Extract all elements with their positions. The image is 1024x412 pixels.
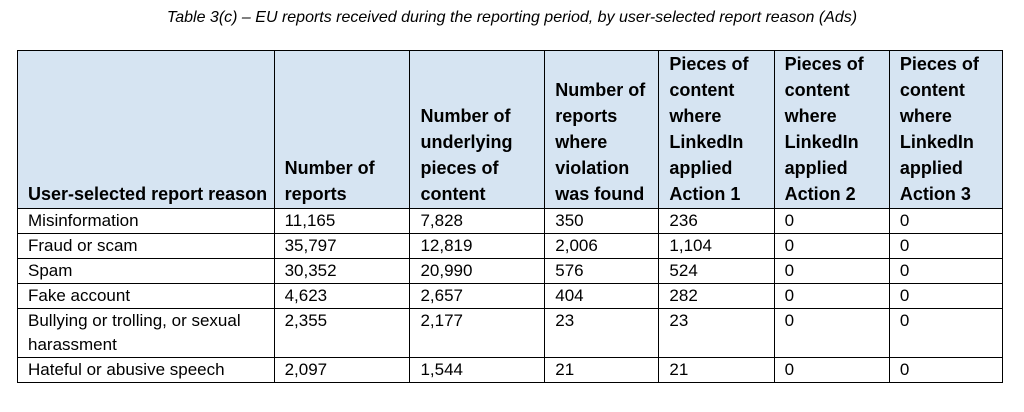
cell-content: 2,657	[409, 283, 546, 309]
cell-content: 1,544	[409, 357, 546, 383]
cell-reports: 30,352	[273, 258, 411, 284]
cell-violations: 23	[544, 308, 660, 358]
table-row: Spam 30,352 20,990 576 524 0 0	[17, 258, 1004, 284]
cell-content: 12,819	[409, 233, 546, 259]
cell-reports: 11,165	[273, 208, 411, 234]
cell-action-3: 0	[888, 308, 1004, 358]
table-row: Bullying or trolling, or sexual harassme…	[17, 308, 1004, 358]
table-caption: Table 3(c) – EU reports received during …	[166, 9, 858, 26]
table-row: Hateful or abusive speech 2,097 1,544 21…	[17, 357, 1004, 383]
cell-action-1: 1,104	[658, 233, 775, 259]
cell-action-2: 0	[773, 357, 890, 383]
table-row: Misinformation 11,165 7,828 350 236 0 0	[17, 208, 1004, 234]
header-violation-found: Number of reports where violation was fo…	[544, 50, 660, 209]
cell-reports: 35,797	[273, 233, 411, 259]
table-row: Fake account 4,623 2,657 404 282 0 0	[17, 283, 1004, 309]
header-row: User-selected report reason Number of re…	[17, 50, 1004, 209]
cell-action-1: 21	[658, 357, 775, 383]
cell-action-2: 0	[773, 258, 890, 284]
cell-content: 7,828	[409, 208, 546, 234]
cell-action-1: 282	[658, 283, 775, 309]
cell-reports: 2,097	[273, 357, 411, 383]
cell-violations: 350	[544, 208, 660, 234]
cell-action-3: 0	[888, 357, 1004, 383]
cell-action-1: 524	[658, 258, 775, 284]
cell-reason: Misinformation	[17, 208, 275, 234]
cell-action-2: 0	[773, 283, 890, 309]
cell-reports: 2,355	[273, 308, 411, 358]
header-underlying-content: Number of underlying pieces of content	[409, 50, 546, 209]
table-row: Fraud or scam 35,797 12,819 2,006 1,104 …	[17, 233, 1004, 259]
cell-reason: Bullying or trolling, or sexual harassme…	[17, 308, 275, 358]
cell-action-2: 0	[773, 208, 890, 234]
cell-violations: 21	[544, 357, 660, 383]
cell-reason: Spam	[17, 258, 275, 284]
cell-action-3: 0	[888, 208, 1004, 234]
cell-reason: Hateful or abusive speech	[17, 357, 275, 383]
cell-action-1: 236	[658, 208, 775, 234]
header-action-3: Pieces of content where LinkedIn applied…	[888, 50, 1004, 209]
cell-action-1: 23	[658, 308, 775, 358]
header-action-2: Pieces of content where LinkedIn applied…	[773, 50, 890, 209]
header-report-reason: User-selected report reason	[17, 50, 275, 209]
header-action-1: Pieces of content where LinkedIn applied…	[658, 50, 775, 209]
cell-reason: Fraud or scam	[17, 233, 275, 259]
cell-action-3: 0	[888, 233, 1004, 259]
cell-action-2: 0	[773, 233, 890, 259]
report-table: User-selected report reason Number of re…	[17, 50, 1004, 383]
cell-action-3: 0	[888, 258, 1004, 284]
cell-content: 20,990	[409, 258, 546, 284]
header-number-of-reports: Number of reports	[273, 50, 411, 209]
cell-violations: 404	[544, 283, 660, 309]
cell-action-3: 0	[888, 283, 1004, 309]
cell-violations: 2,006	[544, 233, 660, 259]
cell-reason: Fake account	[17, 283, 275, 309]
cell-reports: 4,623	[273, 283, 411, 309]
cell-content: 2,177	[409, 308, 546, 358]
cell-violations: 576	[544, 258, 660, 284]
cell-action-2: 0	[773, 308, 890, 358]
